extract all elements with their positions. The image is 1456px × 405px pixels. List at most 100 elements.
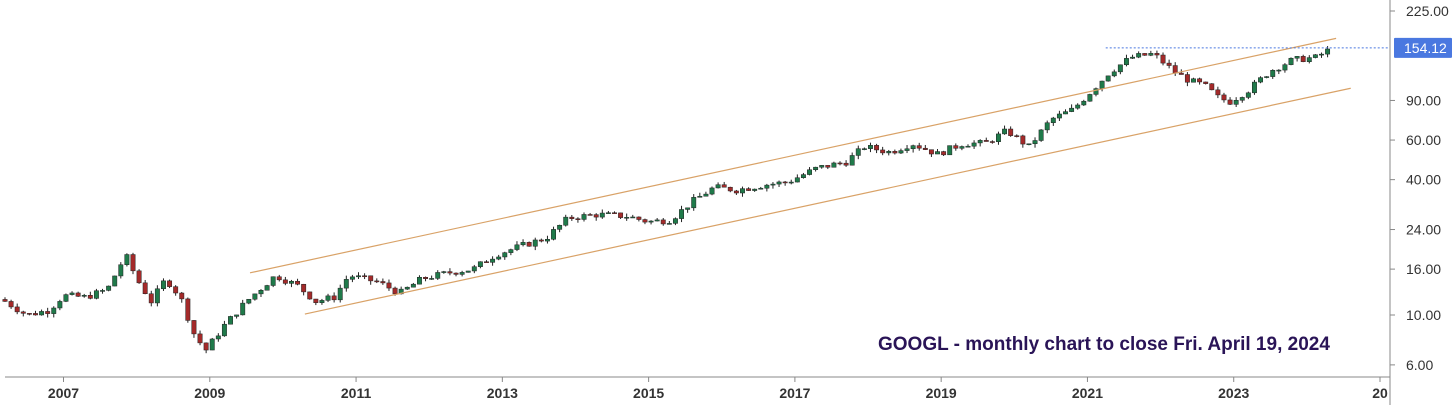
candle xyxy=(319,298,325,305)
candle xyxy=(386,279,392,291)
candle xyxy=(642,218,648,225)
candle xyxy=(87,291,93,300)
candle-body xyxy=(526,242,532,247)
y-tick-label: 60.00 xyxy=(1406,132,1441,148)
candle xyxy=(429,275,435,280)
candle xyxy=(849,152,855,166)
candle-body xyxy=(1306,57,1312,62)
candle-body xyxy=(654,219,660,222)
candle-body xyxy=(136,270,142,284)
candle-body xyxy=(240,302,246,316)
candle xyxy=(374,278,380,284)
candle xyxy=(417,275,422,285)
candle-body xyxy=(313,298,319,303)
candles-layer xyxy=(2,46,1331,354)
candle-body xyxy=(1026,143,1032,146)
candle xyxy=(928,149,934,157)
channel-lines-layer xyxy=(249,37,1351,315)
candle-body xyxy=(343,279,349,289)
candle-body xyxy=(51,307,57,314)
candle xyxy=(1221,92,1227,103)
candle-body xyxy=(1148,53,1154,56)
candle xyxy=(697,192,703,198)
x-tick-label: 2021 xyxy=(1072,385,1103,401)
candle-body xyxy=(971,142,977,147)
candle-body xyxy=(246,298,252,304)
candle-body xyxy=(179,292,185,300)
candle-body xyxy=(1325,48,1331,55)
candle-body xyxy=(404,286,410,290)
candle xyxy=(886,149,892,156)
candle xyxy=(148,290,154,307)
candle-body xyxy=(636,216,642,220)
candle xyxy=(93,288,99,300)
candle xyxy=(965,144,971,148)
candle-body xyxy=(1154,53,1160,56)
candle-body xyxy=(161,280,166,290)
candle-body xyxy=(410,283,416,288)
candle xyxy=(910,144,916,153)
candle xyxy=(1111,69,1117,78)
last-price-label: 154.12 xyxy=(1394,37,1452,58)
candle xyxy=(14,303,20,315)
candle-body xyxy=(57,301,63,309)
candle-body xyxy=(1160,54,1166,64)
candle xyxy=(368,275,374,285)
candle xyxy=(514,241,520,252)
candle-body xyxy=(69,292,75,295)
candle-body xyxy=(368,275,374,282)
candle xyxy=(752,188,758,192)
candle xyxy=(989,140,995,144)
candle-body xyxy=(892,151,898,154)
candle-body xyxy=(75,292,81,297)
candle-body xyxy=(319,300,325,303)
candle xyxy=(679,205,684,223)
candle xyxy=(75,291,81,297)
x-tick-label: 2015 xyxy=(633,385,664,401)
candle-body xyxy=(2,299,8,302)
candle xyxy=(465,270,471,273)
candle-body xyxy=(148,293,154,304)
candle xyxy=(1093,87,1099,97)
candle-body xyxy=(855,148,861,156)
candle xyxy=(618,212,624,220)
candle-body xyxy=(721,184,727,188)
candle xyxy=(496,254,502,261)
candle-body xyxy=(191,320,197,335)
candle xyxy=(1008,126,1014,137)
candle-body xyxy=(581,214,587,220)
candle-body xyxy=(941,151,947,156)
candle xyxy=(1258,76,1263,84)
candle xyxy=(941,150,947,156)
candle xyxy=(380,278,386,285)
candle-body xyxy=(234,314,240,317)
candle-body xyxy=(356,275,361,278)
candle xyxy=(874,143,880,154)
candle xyxy=(520,239,526,247)
candle-body xyxy=(209,338,215,351)
candle-body xyxy=(910,145,916,150)
candle xyxy=(861,147,867,151)
candle xyxy=(538,238,544,243)
candle-body xyxy=(508,249,514,253)
candle-body xyxy=(307,291,313,300)
y-tick-label: 90.00 xyxy=(1406,92,1441,108)
candle xyxy=(441,270,447,274)
candle-body xyxy=(904,148,910,151)
y-tick-label: 24.00 xyxy=(1406,222,1441,238)
candle-body xyxy=(1276,69,1282,72)
x-tick-label: 2009 xyxy=(194,385,225,401)
candle-body xyxy=(843,162,849,166)
candle-body xyxy=(776,181,782,185)
candle xyxy=(301,283,307,296)
candle xyxy=(593,213,599,221)
candle xyxy=(447,268,453,276)
candle xyxy=(1300,54,1306,63)
candle-body xyxy=(1117,64,1123,73)
candle xyxy=(1130,54,1135,59)
candle-body xyxy=(733,190,739,194)
candle xyxy=(154,285,160,307)
candle xyxy=(855,145,861,160)
candle xyxy=(788,179,794,185)
